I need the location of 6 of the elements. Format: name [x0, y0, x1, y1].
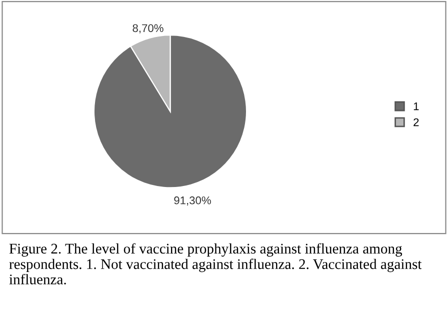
caption: Figure 2. The level of vaccine prophylaxis against influenza among respondents. 1. Not vaccinated against influenza. 2. Vaccinated against influenza.: [9, 243, 422, 284]
legend-label: 2: [414, 118, 419, 126]
legend-label: 1: [414, 102, 419, 110]
pie-slice: [93, 34, 248, 188]
data-label: 8,70%: [132, 24, 164, 34]
data-label: 91,30%: [174, 196, 211, 206]
